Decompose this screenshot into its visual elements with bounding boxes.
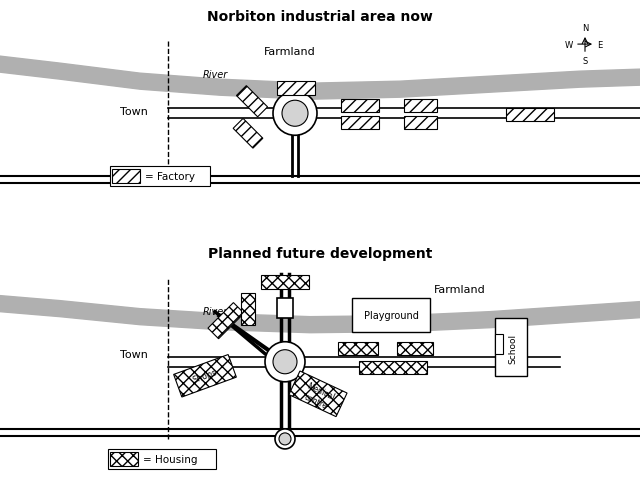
Bar bbox=[338, 343, 378, 356]
Bar bbox=[289, 371, 347, 417]
Bar bbox=[352, 298, 430, 332]
Text: Planned future development: Planned future development bbox=[208, 246, 432, 260]
Bar bbox=[495, 334, 503, 354]
Text: S: S bbox=[582, 57, 588, 66]
Text: E: E bbox=[597, 41, 602, 49]
Bar bbox=[241, 293, 255, 325]
Text: W: W bbox=[564, 41, 573, 49]
Text: N: N bbox=[582, 24, 588, 33]
Text: Shops: Shops bbox=[191, 367, 218, 385]
Bar bbox=[277, 298, 293, 318]
Text: Farmland: Farmland bbox=[434, 284, 486, 294]
Bar bbox=[506, 108, 554, 121]
Circle shape bbox=[273, 350, 297, 374]
Bar bbox=[112, 170, 140, 184]
Bar bbox=[261, 275, 309, 289]
Bar bbox=[233, 119, 263, 149]
Circle shape bbox=[265, 342, 305, 382]
Bar bbox=[173, 355, 236, 397]
Text: Playground: Playground bbox=[364, 310, 419, 320]
Bar bbox=[403, 117, 436, 130]
Text: Norbiton industrial area now: Norbiton industrial area now bbox=[207, 10, 433, 24]
Bar bbox=[495, 318, 527, 376]
Text: School: School bbox=[509, 333, 518, 363]
Circle shape bbox=[282, 101, 308, 127]
Bar bbox=[341, 100, 379, 112]
Bar bbox=[277, 82, 315, 96]
Bar bbox=[110, 167, 210, 187]
Bar bbox=[341, 117, 379, 130]
Text: = Factory: = Factory bbox=[145, 172, 195, 182]
Text: Town: Town bbox=[120, 107, 148, 117]
Text: River: River bbox=[202, 70, 228, 80]
Circle shape bbox=[279, 433, 291, 445]
Bar bbox=[208, 303, 244, 339]
Text: Farmland: Farmland bbox=[264, 47, 316, 57]
Bar bbox=[108, 449, 216, 469]
Text: River: River bbox=[202, 306, 228, 316]
Bar bbox=[110, 452, 138, 466]
Text: = Housing: = Housing bbox=[143, 454, 198, 464]
Text: Town: Town bbox=[120, 349, 148, 359]
Bar bbox=[359, 362, 427, 375]
Bar bbox=[236, 87, 268, 118]
Circle shape bbox=[275, 429, 295, 449]
Text: Medical
centre: Medical centre bbox=[301, 381, 335, 411]
Bar bbox=[403, 100, 436, 112]
Circle shape bbox=[273, 92, 317, 136]
Bar bbox=[397, 343, 433, 356]
